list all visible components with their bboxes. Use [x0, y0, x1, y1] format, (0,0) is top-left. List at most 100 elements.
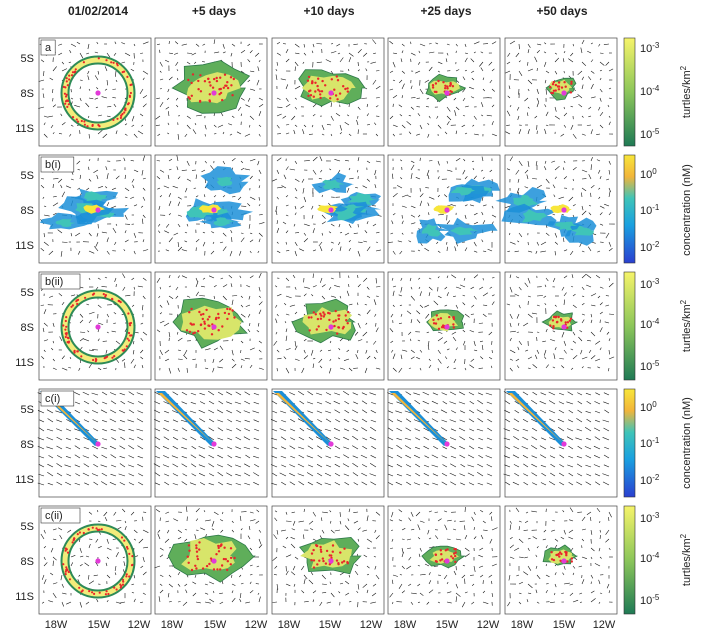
current-arrow	[357, 69, 360, 72]
current-arrow	[427, 122, 430, 126]
current-arrow	[65, 428, 72, 432]
current-arrow	[334, 472, 341, 477]
current-arrow	[527, 538, 531, 540]
current-arrow	[408, 331, 412, 335]
concentration-filament-mid	[555, 221, 577, 231]
current-arrow	[515, 169, 520, 175]
current-arrow	[464, 132, 468, 135]
current-arrow	[588, 106, 592, 110]
current-arrow	[581, 579, 585, 585]
current-arrow	[541, 472, 547, 477]
current-arrow	[227, 446, 233, 450]
current-arrow	[274, 510, 278, 513]
current-arrow	[419, 291, 422, 297]
current-arrow	[509, 274, 512, 279]
current-arrow	[310, 572, 314, 576]
current-arrow	[535, 565, 538, 569]
current-arrow	[285, 583, 291, 587]
current-arrow	[258, 133, 261, 137]
current-arrow	[91, 473, 99, 477]
current-arrow	[480, 51, 484, 54]
current-arrow	[173, 232, 179, 236]
current-arrow	[55, 410, 63, 414]
current-arrow	[101, 286, 108, 288]
current-arrow	[294, 241, 298, 246]
current-arrow	[605, 529, 610, 535]
current-arrow	[109, 392, 117, 396]
current-arrow	[535, 354, 538, 360]
current-arrow	[437, 367, 439, 371]
current-arrow	[355, 354, 359, 360]
current-arrow	[142, 214, 146, 218]
turtle-dot	[450, 555, 453, 558]
current-arrow	[464, 553, 470, 558]
current-arrow	[470, 286, 475, 290]
current-arrow	[209, 473, 215, 477]
current-arrow	[590, 59, 594, 63]
current-arrow	[219, 601, 224, 605]
current-arrow	[449, 437, 457, 441]
turtle-dot	[203, 320, 206, 323]
current-arrow	[249, 519, 256, 522]
current-arrow	[539, 401, 547, 405]
current-arrow	[52, 560, 54, 567]
current-arrow	[343, 391, 350, 396]
current-arrow	[231, 583, 236, 586]
current-arrow	[365, 68, 368, 72]
current-arrow	[527, 79, 533, 85]
current-arrow	[444, 131, 448, 135]
current-arrow	[243, 410, 251, 414]
turtle-dot	[556, 553, 559, 557]
current-arrow	[554, 52, 558, 55]
turtle-dot	[549, 86, 552, 89]
turtle-dot	[221, 98, 224, 102]
current-arrow	[159, 88, 162, 90]
current-arrow	[334, 455, 341, 459]
current-arrow	[195, 114, 202, 117]
current-arrow	[407, 195, 412, 198]
current-arrow	[366, 178, 370, 182]
current-arrow	[52, 183, 54, 189]
current-arrow	[172, 483, 179, 486]
current-arrow	[598, 547, 601, 552]
current-vector-field	[40, 508, 149, 608]
current-arrow	[343, 358, 350, 361]
release-point-marker	[211, 207, 217, 213]
current-arrow	[119, 463, 126, 468]
current-arrow	[127, 419, 135, 423]
turtle-dot	[63, 92, 66, 95]
current-arrow	[563, 349, 567, 354]
current-arrow	[396, 474, 403, 477]
current-arrow	[276, 52, 281, 56]
current-arrow	[289, 445, 296, 450]
current-arrow	[391, 579, 394, 585]
current-arrow	[431, 464, 439, 468]
current-arrow	[518, 520, 522, 523]
current-arrow	[558, 427, 565, 432]
current-arrow	[410, 295, 416, 301]
current-arrow	[588, 212, 592, 216]
current-arrow	[249, 574, 253, 576]
current-arrow	[360, 454, 368, 459]
current-arrow	[228, 123, 233, 126]
current-arrow	[481, 239, 484, 243]
current-arrow	[131, 583, 135, 586]
current-arrow	[505, 131, 511, 135]
current-arrow	[275, 68, 278, 72]
current-arrow	[577, 473, 583, 477]
current-arrow	[594, 419, 601, 423]
current-arrow	[247, 97, 251, 102]
current-arrow	[312, 249, 317, 252]
current-arrow	[211, 520, 215, 527]
current-arrow	[523, 473, 529, 477]
current-arrow	[226, 428, 233, 432]
current-arrow	[56, 463, 63, 468]
current-arrow	[364, 230, 368, 234]
current-arrow	[544, 104, 547, 108]
current-arrow	[324, 482, 332, 486]
current-arrow	[584, 446, 592, 450]
current-arrow	[506, 61, 511, 65]
turtle-dot	[554, 89, 557, 92]
current-arrow	[162, 446, 170, 450]
current-arrow	[437, 61, 443, 65]
